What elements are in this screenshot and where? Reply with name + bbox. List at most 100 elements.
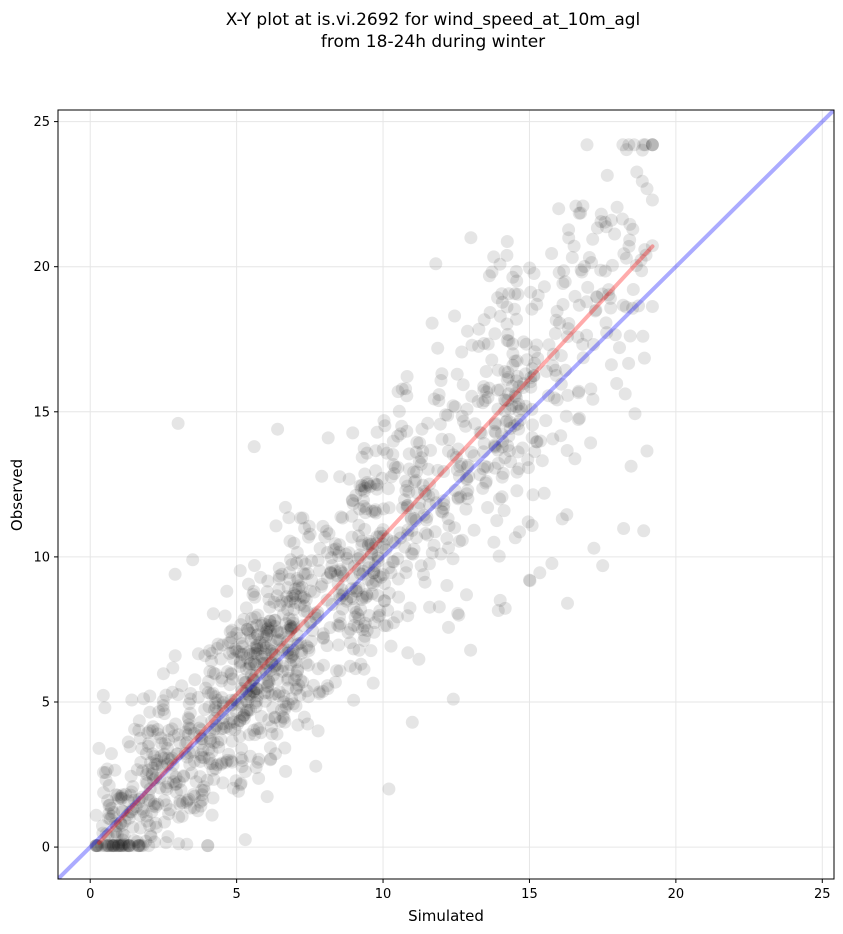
data-point — [346, 426, 360, 440]
data-point — [251, 755, 265, 769]
data-point — [99, 766, 113, 779]
data-point — [285, 558, 299, 571]
data-point — [626, 283, 640, 296]
data-point — [312, 687, 326, 701]
data-point — [330, 569, 344, 583]
data-point — [448, 483, 462, 497]
data-point — [637, 524, 651, 538]
data-point — [255, 650, 269, 663]
data-point — [302, 641, 316, 655]
data-point — [495, 470, 509, 484]
data-point — [333, 538, 346, 552]
data-point — [287, 653, 301, 667]
chart-title-line-2: from 18-24h during winter — [321, 32, 545, 52]
data-point — [248, 559, 261, 572]
data-point — [599, 316, 613, 330]
data-point — [219, 755, 233, 769]
data-point — [124, 805, 138, 819]
data-point — [240, 684, 253, 698]
data-point — [367, 566, 381, 580]
data-point — [602, 283, 616, 297]
data-point — [525, 362, 539, 376]
data-point — [495, 490, 509, 504]
data-point — [627, 138, 641, 152]
data-point — [276, 710, 290, 724]
data-point — [184, 692, 197, 706]
data-point — [572, 298, 586, 312]
data-point — [279, 699, 293, 713]
data-point — [173, 736, 187, 750]
data-point — [298, 521, 312, 535]
data-point — [247, 584, 261, 598]
data-point — [333, 664, 347, 678]
data-point — [464, 231, 478, 245]
data-point — [488, 438, 501, 452]
data-point — [290, 664, 304, 678]
data-point — [550, 304, 564, 318]
data-point — [619, 251, 633, 265]
data-point — [391, 572, 405, 586]
data-point — [476, 396, 490, 410]
data-point — [155, 737, 168, 750]
data-point — [105, 839, 119, 853]
data-point — [102, 807, 116, 821]
data-point — [491, 604, 505, 617]
data-point — [388, 536, 402, 550]
data-point — [321, 682, 335, 696]
data-point — [143, 724, 157, 738]
data-point — [116, 839, 130, 853]
data-point — [302, 530, 315, 544]
data-point — [104, 747, 118, 761]
data-point — [249, 686, 263, 700]
data-point — [542, 338, 556, 352]
data-point — [380, 532, 394, 546]
data-point — [377, 502, 391, 516]
data-point — [351, 552, 365, 566]
data-point — [399, 566, 413, 580]
data-point — [284, 658, 297, 672]
data-point — [165, 685, 179, 699]
data-point — [550, 393, 564, 407]
data-point — [276, 640, 290, 654]
data-point — [118, 839, 132, 853]
data-point — [294, 511, 308, 525]
data-point — [527, 369, 541, 382]
data-point — [382, 586, 396, 600]
data-point — [224, 693, 238, 707]
data-point — [636, 329, 650, 343]
data-point — [221, 636, 235, 650]
data-point — [127, 833, 141, 847]
data-point — [433, 417, 447, 431]
data-point — [270, 625, 284, 639]
data-point — [340, 551, 354, 565]
data-point — [143, 689, 157, 703]
data-point — [121, 735, 135, 749]
data-point — [235, 742, 248, 756]
data-point — [365, 546, 378, 560]
data-point — [211, 637, 225, 651]
data-point — [554, 349, 568, 363]
y-tick-label: 0 — [42, 841, 50, 856]
data-point — [568, 452, 582, 466]
data-point — [346, 572, 359, 586]
data-point — [166, 758, 180, 772]
data-point — [548, 327, 562, 340]
data-point — [404, 511, 418, 524]
data-point — [347, 693, 361, 707]
data-point — [380, 619, 394, 633]
data-point — [553, 316, 566, 330]
data-point — [547, 391, 561, 405]
data-point — [533, 566, 547, 580]
data-point — [288, 596, 302, 609]
data-point — [448, 400, 462, 414]
data-point — [294, 589, 308, 603]
data-point — [230, 626, 244, 640]
data-point — [108, 839, 122, 853]
data-point — [366, 541, 380, 555]
data-point — [275, 643, 288, 657]
data-point — [343, 636, 357, 650]
data-point — [171, 728, 185, 742]
data-point — [189, 775, 203, 789]
data-point — [146, 720, 160, 734]
data-point — [477, 437, 491, 450]
